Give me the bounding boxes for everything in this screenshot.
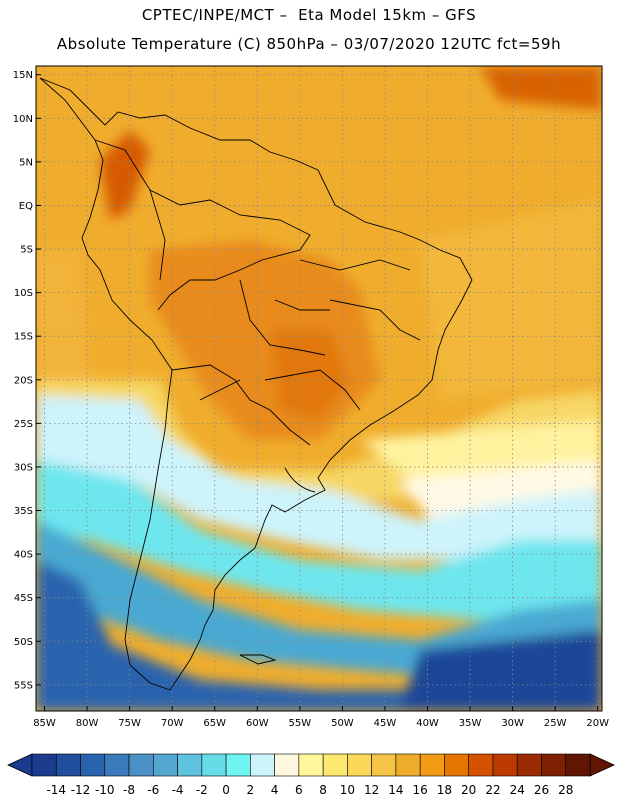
lat-tick-label: 40S <box>14 550 33 561</box>
colorbar-label: 22 <box>485 783 500 797</box>
lat-tick-label: 35S <box>14 506 33 517</box>
lat-tick-label: 10N <box>13 114 33 125</box>
lat-tick-label: 5S <box>20 245 33 256</box>
lon-tick-label: 55W <box>289 718 312 729</box>
colorbar-swatch <box>371 753 397 777</box>
colorbar-swatch <box>55 753 81 777</box>
colorbar-label: 12 <box>364 783 379 797</box>
colorbar-label: -4 <box>172 783 184 797</box>
lon-tick-label: 20W <box>586 718 609 729</box>
colorbar-label: 28 <box>558 783 573 797</box>
colorbar-label: -6 <box>147 783 159 797</box>
map-frame <box>35 65 603 712</box>
colorbar-swatch <box>516 753 542 777</box>
lat-tick-label: 50S <box>14 637 33 648</box>
colorbar-swatch <box>298 753 324 777</box>
longitude-labels: 85W 80W 75W 70W 65W 60W 55W 50W 45W 40W 35W 30W 25W 2… <box>33 706 609 729</box>
lon-tick-label: 85W <box>33 718 56 729</box>
coastlines <box>39 77 473 691</box>
lat-tick-label: 15N <box>13 70 33 81</box>
colorbar-swatch <box>444 753 469 777</box>
colorbar-label: 24 <box>510 783 525 797</box>
lat-tick-label: 5N <box>19 157 33 168</box>
colorbar-label: 4 <box>271 783 279 797</box>
colorbar-swatch <box>492 753 518 777</box>
colorbar-swatch <box>541 753 567 777</box>
colorbar-label: -10 <box>95 783 115 797</box>
colorbar-swatch <box>153 753 178 777</box>
colorbar-swatch <box>347 753 372 777</box>
colorbar-label: -2 <box>196 783 208 797</box>
colorbar-label: -14 <box>46 783 66 797</box>
colorbar-swatch <box>565 753 591 777</box>
colorbar-label: 8 <box>319 783 327 797</box>
lat-tick-label: EQ <box>19 201 33 212</box>
colorbar-label: 18 <box>437 783 452 797</box>
colorbar-label: 14 <box>388 783 403 797</box>
colorbar-swatch <box>274 753 300 777</box>
colorbar <box>7 753 615 777</box>
colorbar-labels: -14 -12 -10 -8 -6 -4 -2 0 2 4 6 8 10 12 14 16 18 20 22 24 26… <box>46 783 573 797</box>
colorbar-swatch <box>322 753 348 777</box>
lon-tick-label: 60W <box>246 718 269 729</box>
colorbar-swatch <box>419 753 445 777</box>
colorbar-label: 2 <box>247 783 255 797</box>
colorbar-swatch <box>250 753 275 777</box>
lat-tick-label: 55S <box>14 680 33 691</box>
lon-tick-label: 35W <box>459 718 482 729</box>
colorbar-label: 26 <box>534 783 549 797</box>
lon-tick-label: 65W <box>203 718 226 729</box>
colorbar-swatch <box>201 753 227 777</box>
colorbar-label: -12 <box>71 783 91 797</box>
temperature-field <box>36 66 602 711</box>
colorbar-swatch <box>177 753 203 777</box>
colorbar-swatch <box>225 753 251 777</box>
lon-tick-label: 25W <box>544 718 567 729</box>
lon-tick-label: 40W <box>416 718 439 729</box>
colorbar-swatch <box>104 753 130 777</box>
lon-tick-label: 70W <box>161 718 184 729</box>
lon-tick-label: 30W <box>501 718 524 729</box>
colorbar-swatch <box>80 753 106 777</box>
colorbar-label: 10 <box>340 783 355 797</box>
lat-tick-label: 30S <box>14 462 33 473</box>
colorbar-low-arrow <box>7 753 33 777</box>
colorbar-label: -8 <box>123 783 135 797</box>
colorbar-label: 0 <box>222 783 230 797</box>
chart-subtitle: Absolute Temperature (C) 850hPa – 03/07/… <box>56 35 562 53</box>
lat-tick-label: 45S <box>14 593 33 604</box>
colorbar-label: 6 <box>295 783 303 797</box>
lon-tick-label: 75W <box>118 718 141 729</box>
lat-tick-label: 25S <box>14 419 33 430</box>
colorbar-swatch <box>128 753 154 777</box>
lat-tick-label: 20S <box>14 375 33 386</box>
colorbar-swatch <box>395 753 421 777</box>
lat-tick-label: 10S <box>14 288 33 299</box>
colorbar-label: 20 <box>461 783 476 797</box>
colorbar-swatch <box>31 753 57 777</box>
colorbar-high-arrow <box>589 753 615 777</box>
lon-tick-label: 80W <box>76 718 99 729</box>
latitude-labels: 15N 10N 5N EQ 5S 10S 15S 20S 25S 30S 35S 40S 45S 50S 5… <box>13 70 41 691</box>
lon-tick-label: 50W <box>331 718 354 729</box>
colorbar-label: 16 <box>413 783 428 797</box>
colorbar-swatch <box>468 753 494 777</box>
lat-tick-label: 15S <box>14 332 33 343</box>
lon-tick-label: 45W <box>374 718 397 729</box>
chart-title: CPTEC/INPE/MCT – Eta Model 15km – GFS <box>141 6 477 24</box>
